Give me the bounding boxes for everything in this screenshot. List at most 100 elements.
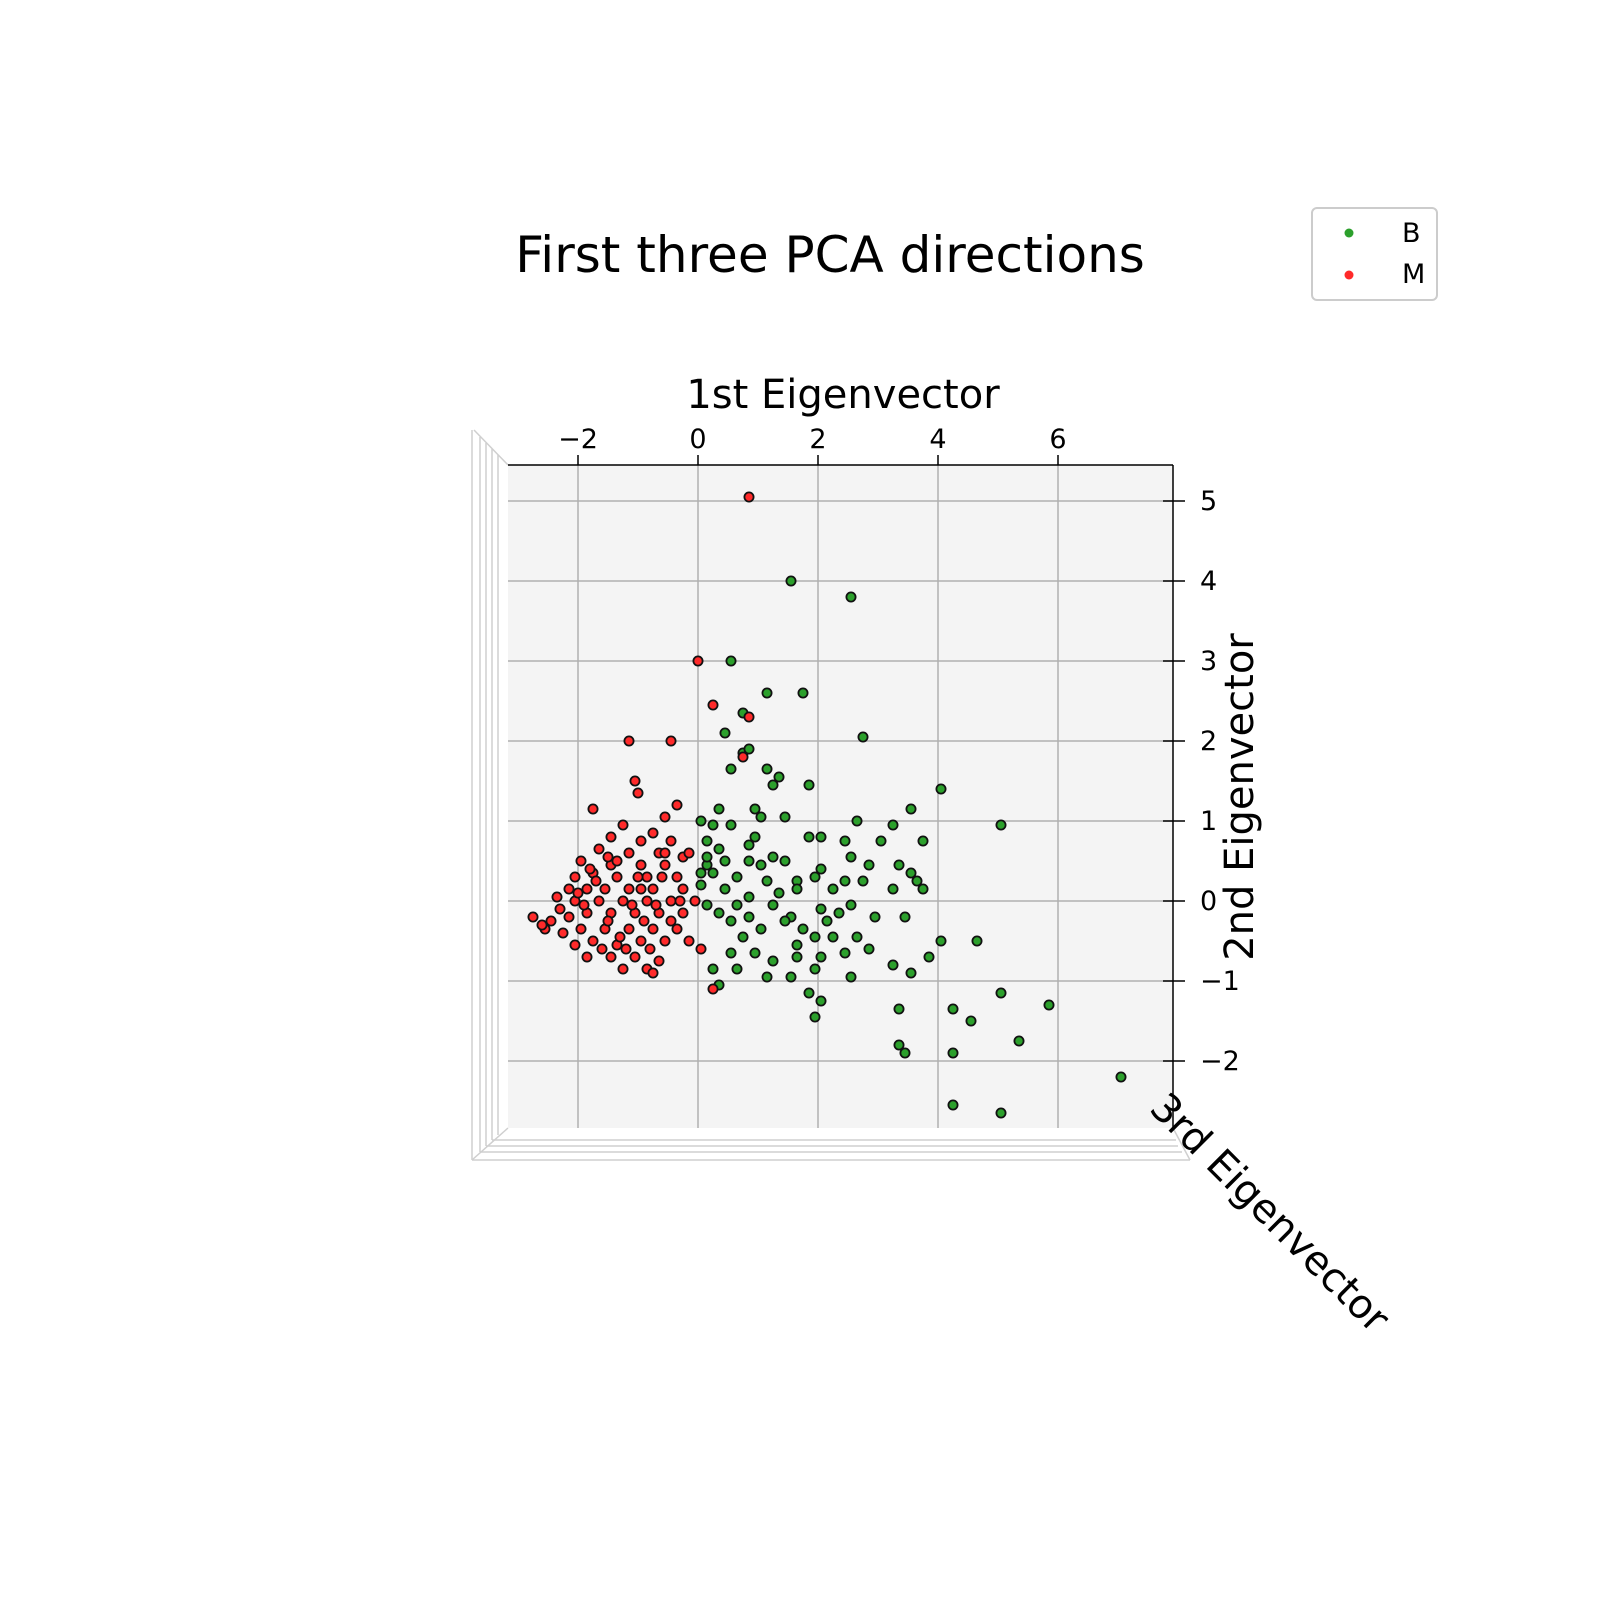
point-b	[737, 931, 749, 943]
point-b	[731, 963, 743, 975]
point-m	[572, 887, 584, 899]
point-m	[677, 883, 689, 895]
grid-lines	[508, 465, 1173, 1128]
point-m	[659, 859, 671, 871]
point-b	[839, 835, 851, 847]
legend-marker-b	[1344, 228, 1354, 238]
y-tick-label: 3	[1200, 646, 1217, 677]
point-m	[587, 803, 599, 815]
point-m	[611, 855, 623, 867]
point-b	[731, 871, 743, 883]
point-b	[863, 943, 875, 955]
point-b	[995, 987, 1007, 999]
point-b	[719, 883, 731, 895]
point-b	[731, 899, 743, 911]
point-m	[614, 931, 626, 943]
point-m	[602, 851, 614, 863]
point-m	[605, 951, 617, 963]
point-m	[659, 811, 671, 823]
plot-pane	[508, 465, 1173, 1128]
point-m	[683, 847, 695, 859]
y-tick-label: 2	[1200, 726, 1217, 757]
point-b	[887, 883, 899, 895]
point-m	[635, 935, 647, 947]
point-b	[803, 831, 815, 843]
point-m	[581, 883, 593, 895]
point-b	[803, 779, 815, 791]
point-b	[893, 1039, 905, 1051]
point-b	[707, 819, 719, 831]
point-b	[1013, 1035, 1025, 1047]
point-m	[617, 819, 629, 831]
point-b	[887, 959, 899, 971]
legend-label-b: B	[1402, 218, 1421, 249]
point-b	[947, 1047, 959, 1059]
point-b	[863, 859, 875, 871]
x-axis-label: 1st Eigenvector	[686, 372, 1000, 418]
point-b	[767, 851, 779, 863]
point-b	[725, 947, 737, 959]
point-m	[599, 883, 611, 895]
point-b	[809, 931, 821, 943]
point-b	[779, 915, 791, 927]
point-b	[875, 835, 887, 847]
point-m	[551, 891, 563, 903]
point-m	[623, 847, 635, 859]
point-b	[821, 915, 833, 927]
point-b	[869, 911, 881, 923]
point-m	[641, 871, 653, 883]
point-m	[602, 915, 614, 927]
point-b	[827, 931, 839, 943]
point-m	[641, 895, 653, 907]
x-tick-label: 2	[809, 424, 826, 455]
point-b	[935, 935, 947, 947]
point-m	[659, 935, 671, 947]
point-m	[635, 883, 647, 895]
point-b	[899, 1047, 911, 1059]
point-b	[893, 1003, 905, 1015]
y-tick-label: 5	[1200, 486, 1217, 517]
point-b	[701, 851, 713, 863]
x-tick-label: −2	[558, 424, 598, 455]
point-m	[617, 895, 629, 907]
point-b	[701, 899, 713, 911]
point-b	[809, 1011, 821, 1023]
point-b	[725, 915, 737, 927]
point-b	[857, 875, 869, 887]
point-b	[905, 803, 917, 815]
legend-label-m: M	[1402, 259, 1425, 290]
point-m	[578, 899, 590, 911]
point-m	[695, 943, 707, 955]
point-b	[695, 867, 707, 879]
y-axis-label: 2nd Eigenvector	[1217, 633, 1263, 961]
point-b	[845, 591, 857, 603]
point-m	[575, 923, 587, 935]
point-b	[719, 855, 731, 867]
point-b	[779, 855, 791, 867]
point-b	[719, 727, 731, 739]
point-m	[617, 963, 629, 975]
point-b	[887, 819, 899, 831]
point-m	[545, 915, 557, 927]
point-b	[839, 875, 851, 887]
point-m	[671, 799, 683, 811]
point-m	[674, 895, 686, 907]
point-b	[845, 971, 857, 983]
point-m	[626, 899, 638, 911]
point-m	[638, 915, 650, 927]
point-m	[737, 751, 749, 763]
point-m	[632, 787, 644, 799]
legend-box	[1311, 207, 1438, 301]
point-b	[815, 831, 827, 843]
point-b	[815, 903, 827, 915]
point-m	[692, 655, 704, 667]
point-m	[593, 843, 605, 855]
point-b	[713, 803, 725, 815]
point-m	[581, 951, 593, 963]
point-b	[917, 883, 929, 895]
point-m	[593, 895, 605, 907]
point-b	[773, 771, 785, 783]
point-b	[905, 967, 917, 979]
point-b	[935, 783, 947, 795]
point-m	[650, 899, 662, 911]
